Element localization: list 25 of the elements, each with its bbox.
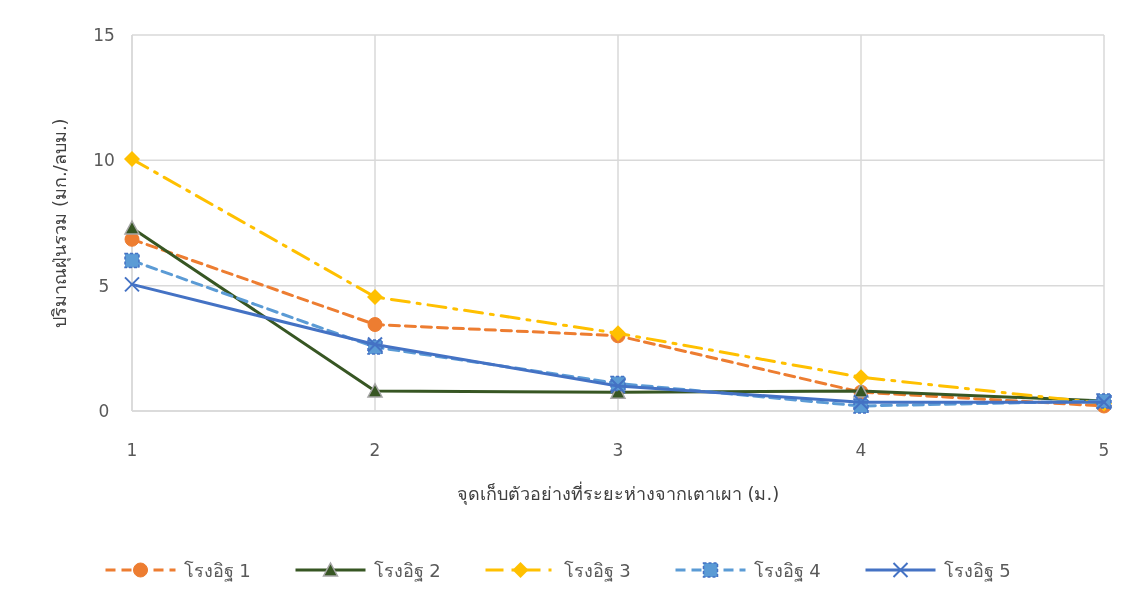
x-tick-label: 3 [612, 440, 624, 460]
point [853, 369, 869, 386]
point [367, 383, 383, 398]
legend-label: โรงอิฐ 5 [943, 560, 1011, 582]
point [367, 317, 383, 333]
x-tick-label: 1 [126, 440, 138, 460]
legend-label: โรงอิฐ 4 [753, 560, 821, 582]
point [124, 151, 140, 168]
y-axis-title: ปริมาณฝุ่นรวม (มก./ลบม.) [49, 118, 71, 328]
x-tick-label: 4 [855, 440, 867, 460]
x-tick-label: 5 [1098, 440, 1110, 460]
x-tick-label: 2 [369, 440, 381, 460]
point [124, 220, 140, 235]
y-tick-label: 5 [98, 275, 110, 296]
point [367, 288, 383, 305]
point [124, 252, 140, 269]
legend-label: โรงอิฐ 3 [563, 560, 631, 582]
legend-label: โรงอิฐ 2 [373, 560, 441, 582]
point [853, 394, 869, 411]
y-tick-label: 10 [93, 150, 115, 171]
x-axis-title: จุดเก็บตัวอย่างที่ระยะห่างจากเตาเผา (ม.) [456, 481, 780, 505]
legend-label: โรงอิฐ 1 [183, 560, 251, 582]
y-tick-label: 0 [98, 401, 110, 421]
y-tick-label: 15 [93, 25, 115, 45]
point [124, 276, 140, 293]
